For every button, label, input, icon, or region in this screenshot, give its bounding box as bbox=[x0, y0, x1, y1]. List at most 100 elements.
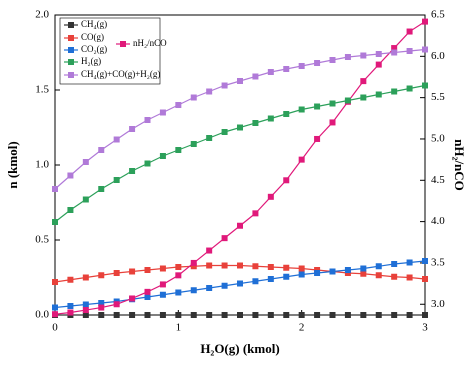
point bbox=[52, 304, 58, 311]
point bbox=[406, 48, 413, 54]
point bbox=[252, 120, 259, 126]
point bbox=[144, 294, 151, 300]
point bbox=[129, 126, 136, 132]
point bbox=[67, 207, 74, 213]
point bbox=[344, 312, 351, 318]
point bbox=[144, 160, 151, 167]
point bbox=[344, 54, 351, 60]
point bbox=[298, 312, 305, 318]
point bbox=[52, 279, 58, 285]
y-axis-label: n (kmol) bbox=[5, 141, 20, 188]
point bbox=[190, 259, 197, 266]
y2-axis-label: nH₂/nCO bbox=[452, 139, 465, 191]
legend-label: CH₄(g)+CO(g)+H₂(g) bbox=[81, 69, 160, 79]
y-tick-label: 2.0 bbox=[35, 9, 49, 21]
point bbox=[406, 85, 413, 92]
point bbox=[298, 156, 305, 163]
point bbox=[159, 291, 166, 298]
point bbox=[113, 136, 120, 143]
point bbox=[221, 129, 228, 135]
point bbox=[283, 177, 290, 184]
point bbox=[82, 274, 89, 281]
point bbox=[190, 312, 197, 318]
point bbox=[329, 312, 336, 318]
point bbox=[360, 265, 367, 272]
point bbox=[375, 51, 382, 57]
point bbox=[98, 272, 105, 279]
point bbox=[129, 168, 136, 174]
point bbox=[98, 304, 105, 311]
point bbox=[221, 282, 228, 289]
point bbox=[175, 264, 182, 270]
plot-frame bbox=[54, 14, 426, 316]
point bbox=[159, 109, 166, 116]
point bbox=[406, 312, 413, 318]
point bbox=[391, 273, 398, 280]
point bbox=[82, 307, 89, 314]
point bbox=[314, 312, 321, 318]
point bbox=[329, 100, 336, 107]
point bbox=[391, 45, 398, 52]
point bbox=[267, 115, 274, 122]
point bbox=[98, 186, 105, 192]
point bbox=[237, 312, 243, 318]
x-tick-label: 1 bbox=[176, 322, 182, 334]
point bbox=[283, 264, 290, 271]
point bbox=[175, 147, 182, 153]
point bbox=[67, 172, 74, 179]
legend-label: H₂(g) bbox=[81, 56, 101, 66]
point bbox=[422, 276, 428, 282]
point bbox=[144, 117, 151, 123]
x-tick-label: 3 bbox=[422, 322, 428, 334]
point bbox=[175, 312, 182, 318]
point bbox=[159, 281, 166, 288]
point bbox=[344, 267, 351, 273]
point bbox=[375, 91, 382, 98]
point bbox=[237, 222, 243, 229]
point bbox=[406, 274, 413, 281]
point bbox=[206, 88, 213, 95]
point bbox=[422, 312, 428, 318]
point bbox=[190, 94, 197, 101]
point bbox=[82, 196, 89, 203]
point bbox=[98, 147, 105, 153]
point bbox=[391, 88, 398, 95]
point bbox=[298, 271, 305, 278]
x-tick-label: 0 bbox=[52, 322, 58, 334]
point bbox=[129, 312, 136, 318]
y2-tick-label: 3.0 bbox=[431, 298, 445, 310]
point bbox=[98, 300, 105, 306]
point bbox=[314, 103, 321, 110]
point bbox=[267, 193, 274, 200]
y2-tick-label: 6.0 bbox=[431, 50, 445, 62]
series-line bbox=[54, 84, 426, 223]
point bbox=[252, 312, 259, 318]
point bbox=[375, 272, 382, 279]
point bbox=[329, 119, 336, 126]
point bbox=[144, 267, 151, 273]
point bbox=[391, 49, 398, 56]
point bbox=[82, 159, 89, 165]
point bbox=[190, 263, 197, 270]
point bbox=[375, 263, 382, 270]
point bbox=[52, 311, 58, 318]
point bbox=[360, 270, 367, 277]
point bbox=[406, 28, 413, 35]
point bbox=[283, 111, 290, 117]
y-tick-label: 1.0 bbox=[35, 159, 49, 171]
legend-label: CH₄(g) bbox=[81, 19, 107, 29]
point bbox=[175, 272, 182, 279]
point bbox=[314, 60, 321, 66]
point bbox=[221, 82, 228, 89]
point bbox=[375, 61, 382, 68]
legend-marker bbox=[68, 35, 74, 41]
point bbox=[221, 262, 228, 269]
point bbox=[129, 268, 136, 275]
point bbox=[406, 259, 413, 266]
point bbox=[283, 66, 290, 72]
point bbox=[391, 312, 398, 318]
point bbox=[221, 235, 228, 242]
point bbox=[267, 264, 274, 270]
point bbox=[113, 270, 120, 276]
point bbox=[237, 78, 243, 84]
